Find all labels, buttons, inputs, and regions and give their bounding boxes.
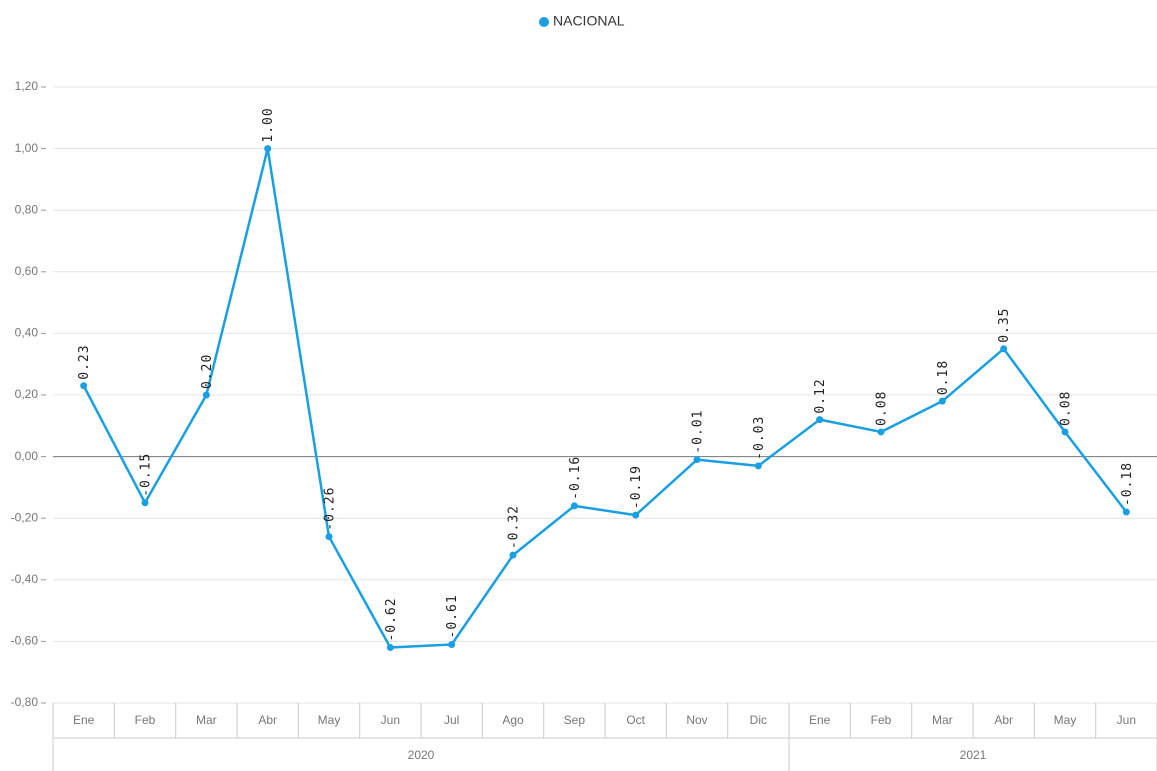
data-point bbox=[816, 416, 824, 424]
data-label: -0.16 bbox=[568, 456, 583, 500]
x-tick-label: Ago bbox=[502, 713, 524, 727]
data-label: -0.18 bbox=[1120, 462, 1135, 506]
x-tick-label: May bbox=[1054, 713, 1077, 727]
y-tick-label: 0,80 bbox=[15, 202, 39, 216]
x-tick-label: Ene bbox=[73, 713, 95, 727]
x-tick-label: Sep bbox=[564, 713, 586, 727]
data-point bbox=[202, 391, 210, 399]
data-point bbox=[632, 511, 640, 519]
data-point bbox=[1122, 508, 1130, 516]
y-tick-label: -0,60 bbox=[11, 634, 39, 648]
data-point bbox=[938, 397, 946, 405]
x-tick-label: Jun bbox=[1117, 713, 1136, 727]
data-point bbox=[141, 499, 149, 507]
data-point bbox=[754, 462, 762, 470]
data-point bbox=[1000, 345, 1008, 353]
x-tick-label: Abr bbox=[994, 713, 1013, 727]
data-point bbox=[325, 533, 333, 541]
y-tick-label: -0,40 bbox=[11, 572, 39, 586]
data-point bbox=[1061, 428, 1069, 436]
series-line bbox=[82, 147, 1128, 649]
y-tick-label: -0,20 bbox=[11, 510, 39, 524]
x-tick-label: Mar bbox=[196, 713, 217, 727]
data-label: 0.08 bbox=[1059, 391, 1074, 426]
data-label: 1.00 bbox=[261, 107, 276, 142]
data-label: 0.08 bbox=[875, 391, 890, 426]
x-tick-label: May bbox=[318, 713, 341, 727]
data-label: 0.20 bbox=[200, 354, 215, 389]
x-tick-label: Mar bbox=[932, 713, 953, 727]
data-label: 0.35 bbox=[997, 307, 1012, 342]
data-label: 0.18 bbox=[936, 360, 951, 395]
y-tick-label: 1,20 bbox=[15, 79, 39, 93]
x-tick-label: Feb bbox=[135, 713, 156, 727]
legend-marker bbox=[539, 17, 549, 27]
data-point bbox=[509, 551, 517, 559]
y-tick-label: 0,40 bbox=[15, 326, 39, 340]
data-label: -0.26 bbox=[323, 487, 338, 531]
data-point bbox=[693, 456, 701, 464]
x-tick-label: Jun bbox=[381, 713, 400, 727]
x-tick-label: Abr bbox=[258, 713, 277, 727]
x-tick-label: Jul bbox=[444, 713, 459, 727]
data-label: 0.12 bbox=[813, 378, 828, 413]
data-point bbox=[570, 502, 578, 510]
data-point bbox=[386, 644, 394, 652]
data-label: -0.01 bbox=[691, 410, 706, 454]
y-tick-label: 0,60 bbox=[15, 264, 39, 278]
x-group-label: 2020 bbox=[408, 748, 435, 762]
x-tick-label: Oct bbox=[626, 713, 645, 727]
legend-label: NACIONAL bbox=[553, 13, 625, 29]
data-label: -0.61 bbox=[445, 594, 460, 638]
x-tick-label: Dic bbox=[750, 713, 767, 727]
data-point bbox=[80, 382, 88, 390]
x-tick-label: Ene bbox=[809, 713, 831, 727]
x-tick-label: Nov bbox=[686, 713, 707, 727]
data-point bbox=[264, 145, 272, 153]
y-tick-label: 1,00 bbox=[15, 141, 39, 155]
data-label: -0.19 bbox=[629, 465, 644, 509]
data-label: -0.62 bbox=[384, 597, 399, 641]
y-tick-label: 0,20 bbox=[15, 387, 39, 401]
data-label: -0.03 bbox=[752, 416, 767, 460]
x-tick-label: Feb bbox=[871, 713, 892, 727]
x-group-label: 2021 bbox=[960, 748, 987, 762]
y-tick-label: -0,80 bbox=[11, 695, 39, 709]
data-point bbox=[877, 428, 885, 436]
data-label: -0.32 bbox=[507, 505, 522, 549]
data-point bbox=[448, 640, 456, 648]
data-label: 0.23 bbox=[77, 344, 92, 379]
y-tick-label: 0,00 bbox=[15, 449, 39, 463]
data-label: -0.15 bbox=[139, 453, 154, 497]
